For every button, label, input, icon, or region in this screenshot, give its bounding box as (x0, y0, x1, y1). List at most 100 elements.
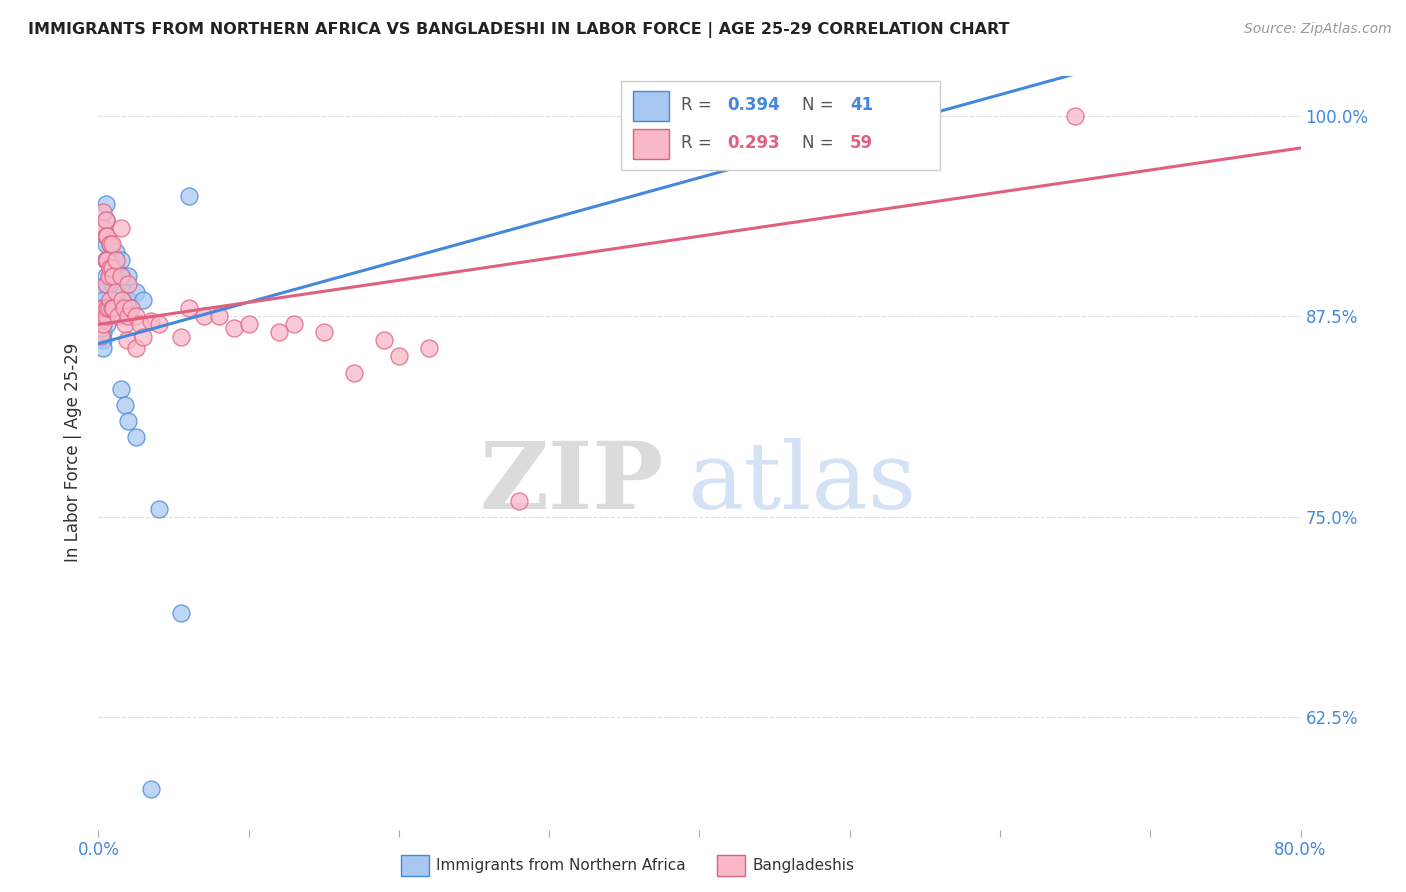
Point (100, 269, 122, 284)
Point (91, 301, 114, 316)
Point (117, 269, 139, 284)
FancyBboxPatch shape (633, 91, 669, 121)
Point (103, 269, 125, 284)
Text: 0.293: 0.293 (727, 134, 780, 152)
Point (139, 314, 162, 328)
Point (100, 261, 122, 276)
Point (101, 237, 124, 252)
Point (90, 320, 112, 334)
Point (105, 253, 128, 268)
Point (125, 285, 148, 300)
Point (94, 197, 117, 211)
Point (117, 310, 139, 324)
Point (94, 213, 117, 227)
Point (312, 326, 335, 340)
Point (107, 277, 129, 292)
Point (1064, 109, 1087, 123)
Point (91, 301, 114, 316)
Point (170, 330, 193, 344)
Point (132, 330, 155, 344)
Point (115, 334, 138, 348)
Point (105, 245, 128, 260)
Point (132, 293, 155, 308)
Point (125, 310, 148, 324)
Point (170, 606, 193, 620)
Point (97, 301, 120, 316)
Point (96, 318, 118, 332)
Point (114, 398, 136, 412)
Point (91, 293, 114, 308)
Point (112, 301, 135, 316)
Text: 41: 41 (849, 96, 873, 114)
Y-axis label: In Labor Force | Age 25-29: In Labor Force | Age 25-29 (65, 343, 83, 562)
Point (94, 253, 117, 268)
Point (107, 310, 129, 324)
Point (101, 301, 124, 316)
Point (117, 414, 139, 428)
Point (94, 213, 117, 227)
Point (96, 277, 118, 292)
Point (238, 318, 260, 332)
Point (508, 493, 530, 508)
Point (117, 293, 139, 308)
Point (177, 189, 200, 203)
Point (94, 277, 117, 292)
Text: ZIP: ZIP (479, 438, 664, 528)
Point (388, 350, 411, 364)
Point (101, 277, 124, 292)
Point (105, 285, 128, 300)
Text: R =: R = (682, 134, 717, 152)
Point (90, 318, 112, 332)
Point (91, 342, 114, 356)
Point (222, 320, 245, 334)
Point (267, 326, 290, 340)
Text: atlas: atlas (688, 438, 917, 528)
Point (90, 312, 112, 326)
Point (90, 328, 112, 343)
Point (96, 229, 118, 244)
Text: 0.394: 0.394 (727, 96, 780, 114)
Point (91, 310, 114, 324)
Point (129, 318, 152, 332)
Text: 59: 59 (849, 134, 873, 152)
Point (110, 253, 132, 268)
Point (100, 253, 122, 268)
Point (91, 205, 114, 219)
Text: IMMIGRANTS FROM NORTHERN AFRICA VS BANGLADESHI IN LABOR FORCE | AGE 25-29 CORREL: IMMIGRANTS FROM NORTHERN AFRICA VS BANGL… (28, 22, 1010, 38)
Point (96, 301, 118, 316)
Point (90, 304, 112, 318)
Point (90, 310, 112, 324)
Point (100, 293, 122, 308)
FancyBboxPatch shape (621, 81, 939, 170)
Point (103, 301, 125, 316)
Point (208, 310, 231, 324)
Point (96, 253, 118, 268)
Point (114, 318, 136, 332)
Point (97, 269, 120, 284)
Point (373, 334, 395, 348)
Text: Bangladeshis: Bangladeshis (752, 858, 855, 872)
Point (111, 269, 134, 284)
Point (91, 334, 114, 348)
Point (112, 285, 135, 300)
Point (418, 342, 440, 356)
Point (101, 301, 124, 316)
Point (100, 237, 122, 252)
Point (139, 782, 162, 797)
Point (110, 269, 132, 284)
Text: R =: R = (682, 96, 717, 114)
Text: Source: ZipAtlas.com: Source: ZipAtlas.com (1244, 22, 1392, 37)
Point (111, 293, 134, 308)
Text: Immigrants from Northern Africa: Immigrants from Northern Africa (436, 858, 686, 872)
Point (283, 318, 305, 332)
Point (117, 277, 139, 292)
Point (91, 326, 114, 340)
Point (94, 269, 117, 284)
Point (193, 310, 215, 324)
Point (94, 229, 117, 244)
Point (94, 237, 117, 252)
Point (125, 430, 148, 444)
Point (110, 221, 132, 235)
Point (148, 318, 170, 332)
Point (125, 342, 148, 356)
